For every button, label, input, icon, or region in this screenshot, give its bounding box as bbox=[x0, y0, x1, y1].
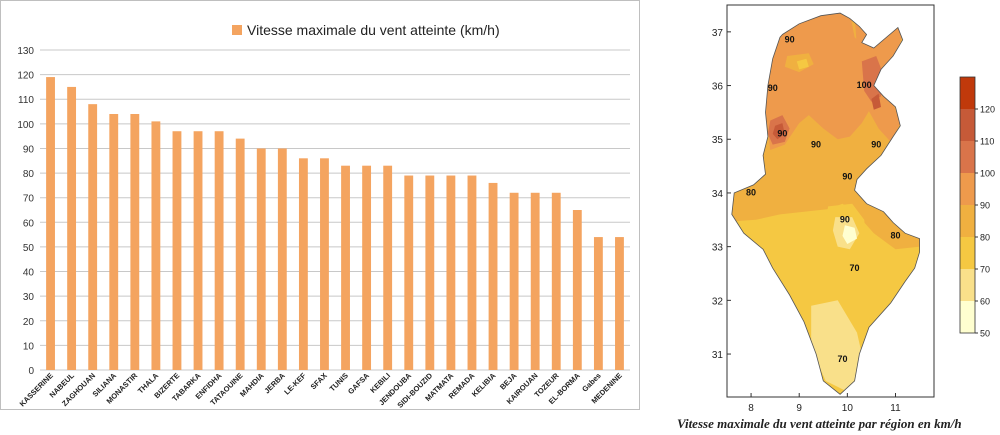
y-tick-label: 90 bbox=[23, 144, 35, 155]
map-y-tick-label: 37 bbox=[712, 28, 724, 39]
bar bbox=[172, 131, 182, 370]
colorbar-tick-label: 110 bbox=[980, 137, 994, 147]
bar bbox=[530, 192, 540, 370]
map-x-tick-label: 10 bbox=[842, 403, 854, 414]
map-x-tick-label: 8 bbox=[748, 403, 754, 414]
bar bbox=[151, 121, 161, 370]
zone-90 bbox=[765, 13, 879, 150]
map-x-tick-label: 9 bbox=[796, 403, 802, 414]
map-y-tick-label: 34 bbox=[712, 189, 724, 200]
colorbar-segment bbox=[960, 269, 975, 301]
bar bbox=[109, 114, 119, 370]
colorbar-segment bbox=[960, 141, 975, 173]
y-tick-label: 70 bbox=[23, 194, 35, 205]
bar bbox=[88, 104, 98, 371]
colorbar-segment bbox=[960, 77, 975, 109]
bar bbox=[298, 158, 308, 370]
bar bbox=[488, 182, 498, 370]
map-y-tick-label: 33 bbox=[712, 243, 724, 254]
contour-label: 100 bbox=[857, 80, 872, 90]
bar bbox=[46, 77, 55, 371]
colorbar-tick-label: 120 bbox=[980, 105, 995, 115]
contour-label: 90 bbox=[871, 139, 881, 149]
legend-swatch bbox=[232, 25, 242, 35]
bar bbox=[446, 175, 456, 370]
bar bbox=[509, 192, 519, 370]
y-tick-label: 80 bbox=[23, 169, 35, 180]
bar bbox=[362, 165, 372, 370]
map-y-tick-label: 32 bbox=[712, 296, 724, 307]
map-y-tick-label: 36 bbox=[712, 82, 724, 93]
zone-110 bbox=[871, 93, 881, 110]
y-tick-label: 20 bbox=[23, 317, 35, 328]
y-tick-label: 110 bbox=[18, 95, 34, 106]
colorbar-tick-label: 100 bbox=[980, 169, 995, 179]
contour-label: 90 bbox=[777, 129, 787, 139]
bar-chart: Vitesse maximale du vent atteinte (km/h)… bbox=[0, 0, 640, 410]
y-tick-label: 10 bbox=[23, 341, 35, 352]
zone-60 bbox=[811, 300, 865, 392]
colorbar-segment bbox=[960, 237, 975, 269]
bar bbox=[130, 114, 140, 370]
contour-map: 8 9 10 11 31 32 33 34 35 36 37 90 90 100 90 90 90 90 80 9… bbox=[677, 4, 995, 431]
y-tick-label: 100 bbox=[17, 120, 34, 131]
bar bbox=[593, 237, 603, 370]
y-tick-label: 50 bbox=[23, 243, 35, 254]
contour-label: 70 bbox=[838, 354, 848, 364]
colorbar-segment bbox=[960, 173, 975, 205]
legend-label: Vitesse maximale du vent atteinte (km/h) bbox=[247, 22, 500, 38]
colorbar-tick-label: 90 bbox=[980, 201, 990, 211]
colorbar-segment bbox=[960, 301, 975, 333]
tunisia-outline bbox=[731, 12, 920, 395]
bar bbox=[467, 175, 477, 370]
bar bbox=[277, 148, 287, 370]
y-tick-label: 120 bbox=[17, 71, 34, 82]
zone-50 bbox=[842, 225, 857, 244]
y-tick-label: 30 bbox=[23, 292, 35, 303]
bar bbox=[235, 138, 245, 370]
map-y-tick-label: 35 bbox=[712, 135, 724, 146]
bar bbox=[256, 148, 266, 370]
bar bbox=[572, 210, 582, 370]
bar bbox=[425, 175, 435, 370]
contour-label: 90 bbox=[768, 83, 778, 93]
map-x-tick-label: 11 bbox=[890, 403, 901, 414]
zone-110 bbox=[772, 123, 785, 140]
colorbar-tick-label: 50 bbox=[980, 329, 990, 339]
colorbar-tick-label: 70 bbox=[980, 265, 990, 275]
bar bbox=[214, 131, 224, 370]
bar bbox=[320, 158, 329, 370]
map-caption: Vitesse maximale du vent atteinte par ré… bbox=[677, 416, 962, 431]
contour-label: 90 bbox=[842, 172, 852, 182]
contour-label: 80 bbox=[746, 188, 756, 198]
bar bbox=[341, 165, 350, 370]
colorbar-segment bbox=[960, 109, 975, 141]
y-tick-label: 60 bbox=[23, 218, 35, 229]
bar bbox=[67, 86, 77, 370]
contour-label: 90 bbox=[785, 35, 795, 45]
y-tick-label: 40 bbox=[23, 268, 35, 279]
bar bbox=[193, 131, 203, 370]
y-tick-label: 130 bbox=[17, 46, 34, 57]
colorbar-tick-label: 60 bbox=[980, 297, 990, 307]
zone-70 bbox=[796, 58, 809, 70]
bar bbox=[383, 165, 393, 370]
colorbar-tick-label: 80 bbox=[980, 233, 990, 243]
contour-label: 90 bbox=[840, 214, 850, 224]
y-tick-label: 0 bbox=[28, 366, 34, 377]
bar bbox=[551, 192, 561, 370]
map-y-tick-label: 31 bbox=[712, 350, 724, 361]
contour-label: 80 bbox=[890, 231, 900, 241]
bar bbox=[404, 175, 414, 370]
bar bbox=[615, 237, 624, 370]
colorbar-segment bbox=[960, 205, 975, 237]
contour-label: 70 bbox=[850, 263, 860, 273]
contour-label: 90 bbox=[811, 139, 821, 149]
